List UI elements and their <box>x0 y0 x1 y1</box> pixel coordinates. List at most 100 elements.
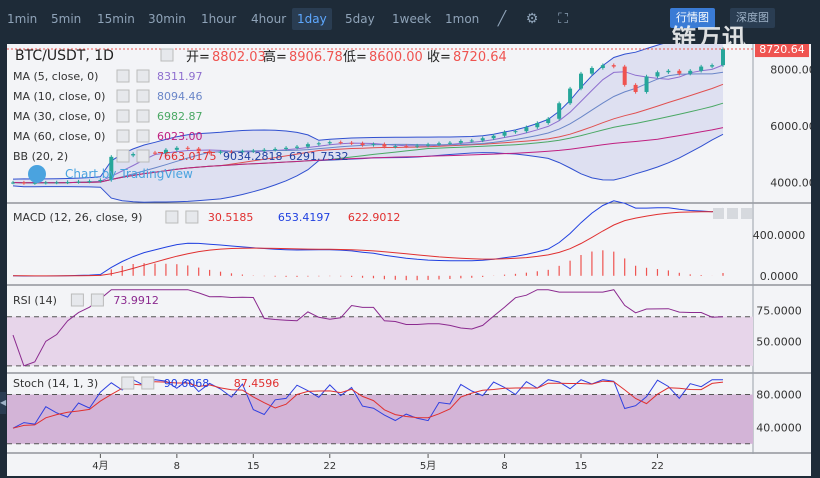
candle-body <box>87 181 92 183</box>
candle-body <box>677 70 682 74</box>
time-tick-label: 22 <box>651 461 664 472</box>
legend-settings-icon <box>70 293 84 307</box>
legend-close-icon <box>90 293 104 307</box>
tab-line-chart[interactable]: 行情图 <box>670 8 715 28</box>
candle-body <box>721 49 725 66</box>
timeframe-1min[interactable]: 1min <box>7 12 38 26</box>
candle-body <box>174 147 179 150</box>
macd-legend-value: 622.9012 <box>348 211 401 224</box>
candle-body <box>54 182 59 184</box>
ohlc-label: 低= <box>343 50 367 65</box>
candle-body <box>251 150 256 152</box>
settings-icon <box>160 48 174 62</box>
legend-settings-icon <box>165 210 179 224</box>
candle-body <box>11 182 15 184</box>
candle-body <box>404 146 409 148</box>
timeframe-1mon[interactable]: 1mon <box>445 12 480 26</box>
bb-legend-label: BB (20, 2) <box>13 150 68 163</box>
candle-body <box>349 142 354 144</box>
timeframe-30min[interactable]: 30min <box>148 12 186 26</box>
ma10-line <box>12 71 724 184</box>
timeframe-4hour[interactable]: 4hour <box>251 12 287 26</box>
legend-settings-icon <box>116 109 130 123</box>
macd-legend-label: MACD (12, 26, close, 9) <box>13 211 142 224</box>
candle-body <box>109 156 114 180</box>
candle-body <box>98 179 103 182</box>
macd-line <box>12 200 724 277</box>
ma5-line <box>12 64 724 184</box>
pane-control-icon <box>727 208 738 219</box>
pane-macd <box>7 204 811 284</box>
ma60-legend-value: 6023.00 <box>157 130 203 143</box>
legend-close-icon <box>136 129 150 143</box>
candle-body <box>163 149 168 154</box>
stoch-tick-label: 80.0000 <box>756 389 802 402</box>
candle-body <box>568 88 573 104</box>
candle-body <box>338 142 343 144</box>
timeframe-5day[interactable]: 5day <box>345 12 375 26</box>
chart-svg[interactable]: 8720.64 8000.00 6000.00 4000.00 400.0000 0.00… <box>7 44 811 476</box>
ohlc-value: 8906.78 <box>289 50 343 65</box>
candle-body <box>21 182 26 184</box>
legend-close-icon <box>136 69 150 83</box>
timeframe-1day[interactable]: 1day <box>292 8 332 30</box>
rsi-line <box>12 289 724 367</box>
tab-depth-chart[interactable]: 深度图 <box>730 8 775 28</box>
ma60-line <box>12 127 724 184</box>
candle-body <box>579 73 583 89</box>
tradingview-logo-icon <box>28 165 46 183</box>
candle-body <box>502 132 507 136</box>
settings-icon[interactable]: ⚙ <box>525 11 539 27</box>
rsi-legend-label: RSI (14) <box>13 294 57 307</box>
timeframe-1week[interactable]: 1week <box>392 12 432 26</box>
candle-body <box>666 70 671 73</box>
bb-legend-value: 6291.7532 <box>289 150 349 163</box>
time-tick-label: 8 <box>501 461 507 472</box>
candle-body <box>65 181 70 183</box>
ohlc-label: 高= <box>263 49 287 65</box>
candle-body <box>360 143 365 146</box>
legend-settings-icon <box>116 89 130 103</box>
pane-control-icon <box>741 208 752 219</box>
candle-body <box>600 65 605 68</box>
candle-body <box>633 84 638 92</box>
view-tabs: 行情图 深度图 <box>670 8 800 28</box>
bollinger-upper-line <box>12 44 664 180</box>
candle-body <box>32 182 37 184</box>
last-price-tag <box>755 44 809 58</box>
bollinger-band-fill <box>13 44 723 203</box>
stoch-band-fill <box>7 394 753 444</box>
candle-body <box>546 118 551 123</box>
timeframe-1hour[interactable]: 1hour <box>201 12 237 26</box>
candle-body <box>43 182 48 184</box>
timeframe-5min[interactable]: 5min <box>51 12 82 26</box>
chart-container[interactable]: 8720.64 8000.00 6000.00 4000.00 400.0000 0.00… <box>7 44 811 476</box>
chart-type-icon[interactable]: ╱ <box>497 11 507 27</box>
legend-close-icon <box>136 109 150 123</box>
price-tick-label: 6000.00 <box>770 120 811 133</box>
candle-body <box>207 151 212 153</box>
rsi-tick-label: 75.0000 <box>756 305 802 318</box>
candle-body <box>185 147 190 149</box>
candle-body <box>589 67 594 74</box>
candle-body <box>196 148 201 152</box>
collapse-handle[interactable]: ◀ <box>0 392 6 414</box>
time-tick-label: 15 <box>247 461 260 472</box>
macd-legend-value: 653.4197 <box>278 211 331 224</box>
candle-body <box>153 152 157 154</box>
tradingview-logo-text: Chart by TradingView <box>65 167 193 181</box>
candle-body <box>535 123 540 128</box>
ma60-legend-label: MA (60, close, 0) <box>13 130 105 143</box>
candle-body <box>513 131 518 133</box>
macd-legend-value: 30.5185 <box>208 211 254 224</box>
stoch-legend-value: 90.6068 <box>164 377 210 390</box>
last-price-label: 8720.64 <box>759 44 805 56</box>
candle-body <box>611 65 616 67</box>
candle-body <box>469 140 474 142</box>
ma5-legend-value: 8311.97 <box>157 70 203 83</box>
ma10-legend-label: MA (10, close, 0) <box>13 90 105 103</box>
fullscreen-icon[interactable]: ⛶ <box>558 11 568 27</box>
candle-body <box>316 143 321 145</box>
timeframe-15min[interactable]: 15min <box>97 12 135 26</box>
candle-body <box>644 76 649 92</box>
